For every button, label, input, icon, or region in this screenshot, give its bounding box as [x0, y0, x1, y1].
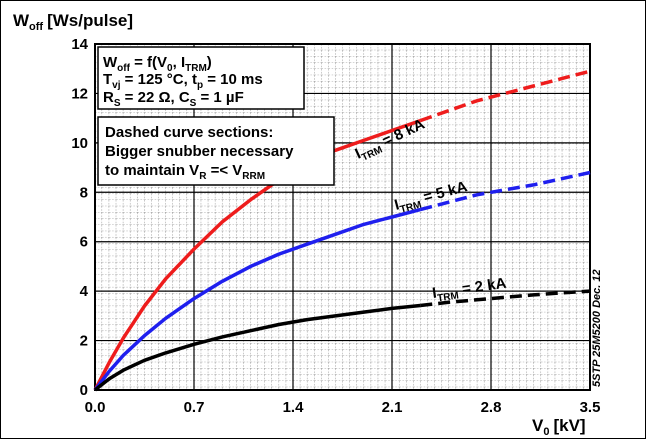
x-tick-label: 0.0 [85, 399, 106, 416]
x-tick-label: 3.5 [580, 399, 601, 416]
x-tick-label: 1.4 [283, 399, 305, 416]
series-layer [93, 69, 591, 392]
dashed-note-box: Dashed curve sections: Bigger snubber ne… [97, 116, 335, 186]
series-line-0-solid [93, 118, 421, 391]
x-tick-label: 0.7 [184, 399, 205, 416]
conditions-line-2: Tvj = 125 °C, tp = 10 ms [103, 71, 263, 91]
conditions-line-1: Woff = f(V0, ITRM) [103, 54, 212, 74]
conditions-line-3: RS = 22 Ω, CS = 1 µF [103, 89, 244, 109]
series-label-2ka: ITRM = 2 kA [431, 275, 508, 305]
conditions-box: Woff = f(V0, ITRM) Tvj = 125 °C, tp = 10… [97, 46, 305, 110]
y-tick-label: 2 [80, 333, 88, 350]
dashed-note-line-2: Bigger snubber necessary [105, 143, 294, 160]
y-tick-label: 12 [71, 85, 88, 102]
y-axis-title: Woff [Ws/pulse] [13, 11, 133, 33]
series-line-2-dashed [420, 289, 591, 308]
x-axis-title: V0 [kV] [532, 416, 586, 438]
y-tick-label: 6 [80, 234, 88, 251]
series-line-1-solid [93, 207, 421, 392]
series-line-1-dashed [419, 170, 591, 212]
axis-ticks: 0.0 0.7 1.4 2.1 2.8 3.5 0 2 4 6 8 10 12 14 [71, 36, 600, 416]
plot-border [94, 43, 591, 391]
x-tick-label: 2.8 [481, 399, 502, 416]
y-tick-label: 10 [71, 135, 88, 152]
series-line-0-dashed [419, 69, 591, 123]
dashed-note-line-1: Dashed curve sections: [105, 124, 273, 141]
y-tick-label: 14 [71, 36, 88, 53]
x-tick-label: 2.1 [382, 399, 403, 416]
side-note: 5STP 25M5200 Dec. 12 [591, 269, 603, 387]
y-tick-label: 0 [80, 382, 88, 399]
y-tick-label: 8 [80, 184, 88, 201]
y-tick-label: 4 [80, 283, 89, 300]
dashed-note-line-3: to maintain VR =< VRRM [105, 162, 265, 182]
series-line-2-solid [93, 303, 421, 392]
